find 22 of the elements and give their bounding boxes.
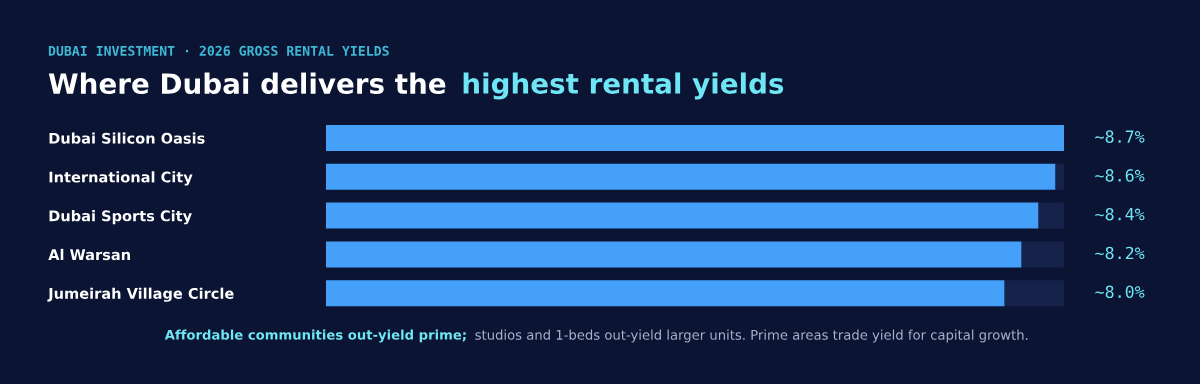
y-tick-label: Al Warsan (48, 248, 130, 261)
y-tick-label: Dubai Silicon Oasis (49, 132, 205, 144)
bar (326, 241, 1022, 268)
y-tick-label: International City (49, 171, 193, 186)
data-label: ~8.0% (1095, 285, 1145, 299)
data-label: ~8.4% (1095, 207, 1145, 221)
data-label: ~8.6% (1095, 169, 1145, 182)
text: Affordable communities out-yield prime; (164, 329, 466, 343)
data-label: ~8.2% (1095, 246, 1145, 260)
bar (1004, 280, 1064, 307)
text: DUBAI INVESTMENT · 2026 GROSS RENTAL YIELDS (48, 45, 389, 56)
bar (326, 202, 1039, 229)
chart-title: Where Dubai delivers the highest rental yields (48, 72, 784, 100)
y-tick-label: Dubai Sports City (49, 210, 192, 225)
bar (1021, 241, 1064, 268)
data-label: ~8.7% (1095, 130, 1145, 143)
bar (326, 125, 1064, 152)
bar (326, 163, 1056, 190)
bar (1038, 202, 1064, 229)
text: studios and 1-beds out-yield larger units. Prime areas trade yield for capital growth. (475, 329, 1028, 343)
y-tick-label: Jumeirah Village Circle (47, 287, 234, 302)
bar (326, 280, 1005, 307)
